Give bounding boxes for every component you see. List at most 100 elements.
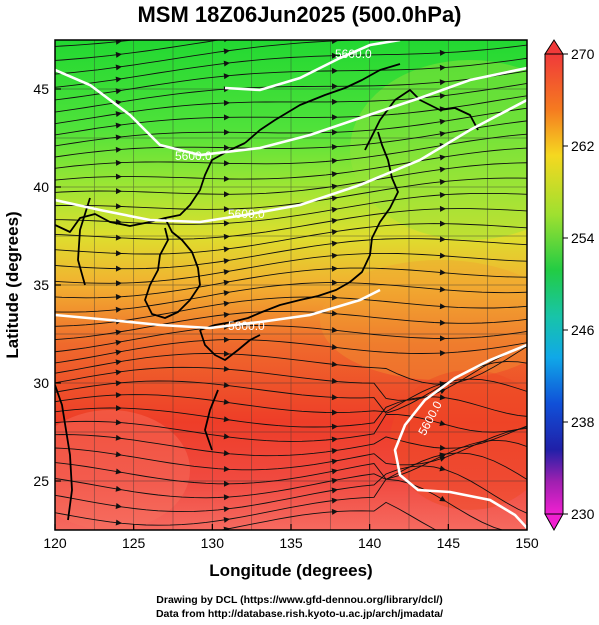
streamline bbox=[55, 238, 527, 270]
wind-arrow bbox=[115, 293, 122, 300]
wind-arrow bbox=[331, 423, 338, 430]
wind-arrow bbox=[115, 234, 122, 241]
wind-arrow bbox=[115, 203, 122, 210]
wind-arrow bbox=[223, 279, 230, 286]
wind-arrow bbox=[439, 93, 446, 100]
wind-arrow bbox=[331, 157, 338, 164]
wind-arrow bbox=[223, 48, 230, 55]
wind-arrow bbox=[223, 233, 230, 240]
wind-arrow bbox=[439, 444, 446, 451]
y-tick-label: 35 bbox=[33, 277, 49, 293]
wind-arrow bbox=[223, 480, 230, 487]
wind-arrow bbox=[223, 336, 230, 343]
wind-arrow bbox=[223, 433, 230, 440]
wind-arrow bbox=[331, 195, 338, 202]
wind-arrow bbox=[115, 468, 122, 475]
credits: Drawing by DCL (https://www.gfd-dennou.o… bbox=[0, 593, 599, 621]
y-tick-label: 40 bbox=[33, 179, 49, 195]
streamline bbox=[55, 439, 527, 485]
wind-arrow bbox=[331, 448, 338, 454]
streamline bbox=[55, 452, 527, 499]
wind-arrow bbox=[115, 339, 122, 346]
wind-arrow bbox=[115, 519, 122, 526]
wind-arrow bbox=[331, 487, 338, 494]
x-tick-label: 150 bbox=[515, 535, 539, 551]
wind-arrow bbox=[223, 290, 230, 297]
colorbar-body bbox=[544, 53, 564, 515]
streamline bbox=[55, 501, 438, 530]
wind-arrow bbox=[115, 146, 122, 153]
wind-arrow bbox=[439, 388, 446, 395]
wind-arrow bbox=[331, 310, 338, 317]
wind-arrow bbox=[331, 252, 338, 259]
colorbar-tick-label: 238 bbox=[571, 414, 595, 430]
wind-arrow bbox=[223, 506, 230, 513]
wind-arrow bbox=[439, 79, 446, 86]
wind-arrow bbox=[223, 144, 230, 151]
wind-arrow bbox=[439, 178, 446, 185]
contour-label: 5600.0 bbox=[335, 47, 372, 61]
wind-arrow bbox=[439, 252, 446, 259]
streamline bbox=[55, 465, 527, 514]
colorbar-tick-label: 262 bbox=[571, 138, 595, 154]
wind-arrow bbox=[223, 258, 230, 265]
contour-label: 5600.0 bbox=[228, 207, 265, 221]
streamline bbox=[55, 427, 527, 471]
wind-arrow bbox=[331, 508, 338, 515]
streamline bbox=[55, 296, 527, 327]
wind-arrow bbox=[115, 306, 122, 313]
wind-arrow bbox=[223, 311, 230, 318]
x-axis: 120 125 130 135 140 145 150 bbox=[43, 524, 539, 551]
wind-arrow bbox=[115, 392, 122, 399]
wind-arrow bbox=[439, 64, 446, 71]
wind-arrow bbox=[332, 24, 338, 30]
wind-arrow bbox=[115, 76, 122, 83]
streamline bbox=[55, 40, 222, 61]
wind-arrow bbox=[331, 497, 338, 504]
wind-arrow bbox=[439, 154, 446, 161]
x-axis-title: Longitude (degrees) bbox=[209, 561, 372, 580]
wind-arrow bbox=[223, 526, 230, 530]
wind-arrow bbox=[223, 100, 230, 107]
wind-arrow bbox=[439, 394, 446, 401]
y-axis: 25 30 35 40 45 bbox=[33, 81, 61, 489]
wind-arrow bbox=[331, 265, 338, 272]
colorbar-tick-label: 230 bbox=[571, 506, 595, 522]
wind-arrow bbox=[331, 52, 338, 59]
wind-arrow bbox=[115, 40, 122, 45]
wind-arrow bbox=[440, 4, 446, 10]
colorbar: 270 262 254 246 238 230 bbox=[544, 39, 595, 532]
wind-arrow bbox=[331, 240, 338, 247]
wind-arrow bbox=[115, 369, 122, 376]
wind-arrow bbox=[439, 465, 446, 472]
wind-arrow bbox=[331, 361, 338, 368]
streamline bbox=[55, 310, 527, 341]
wind-arrow bbox=[115, 349, 122, 356]
wind-arrow bbox=[331, 294, 338, 301]
wind-arrow bbox=[115, 250, 122, 257]
height-contours bbox=[55, 40, 527, 529]
wind-arrow bbox=[223, 300, 230, 307]
wind-arrow bbox=[115, 280, 122, 287]
wind-arrow bbox=[223, 382, 230, 389]
streamline bbox=[55, 252, 527, 284]
wind-arrow bbox=[115, 380, 122, 387]
wind-arrow bbox=[331, 279, 338, 286]
streamline bbox=[55, 396, 527, 428]
wind-arrow bbox=[115, 159, 122, 166]
wind-arrow bbox=[440, 19, 446, 25]
wind-arrow bbox=[223, 73, 230, 80]
wind-arrow bbox=[223, 416, 230, 423]
wind-arrow bbox=[332, 10, 338, 16]
wind-arrow bbox=[115, 359, 122, 366]
streamline bbox=[55, 83, 527, 125]
streamline bbox=[55, 177, 527, 210]
wind-arrow bbox=[439, 118, 446, 125]
wind-arrow bbox=[115, 405, 122, 412]
wind-arrow bbox=[331, 67, 338, 74]
streamline bbox=[55, 107, 527, 147]
wind-arrow bbox=[439, 420, 446, 427]
wind-arrow bbox=[331, 98, 338, 105]
wind-arrow bbox=[439, 130, 446, 137]
contour-label: 5600.0 bbox=[228, 319, 265, 333]
